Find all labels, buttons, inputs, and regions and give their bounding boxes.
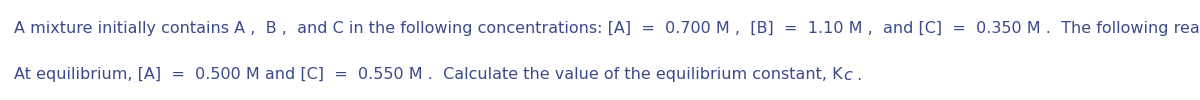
Text: At equilibrium, [A]  =  0.500 M and [C]  =  0.550 M .  Calculate the value of th: At equilibrium, [A] = 0.500 M and [C] = … — [14, 68, 844, 82]
Text: A mixture initially contains A ,  B ,  and C in the following concentrations: [A: A mixture initially contains A , B , and… — [14, 20, 1200, 36]
Text: c: c — [844, 68, 852, 82]
Text: .: . — [852, 68, 862, 82]
